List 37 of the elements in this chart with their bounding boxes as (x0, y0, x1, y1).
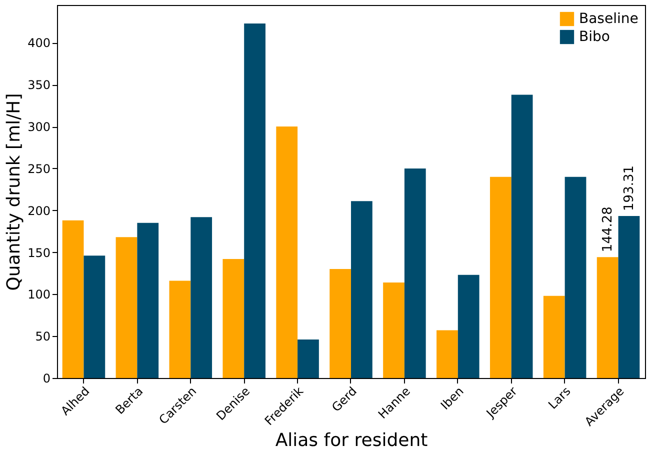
y-tick-label: 150 (28, 246, 50, 260)
x-axis-title: Alias for resident (275, 430, 428, 452)
legend-label: Baseline (579, 11, 638, 27)
y-tick-label: 350 (28, 78, 50, 92)
bar (190, 217, 212, 378)
bar (511, 94, 533, 378)
bar (244, 23, 266, 378)
data-label: 144.28 (600, 206, 616, 252)
bar (351, 201, 372, 378)
bar (137, 222, 159, 378)
bar (169, 280, 191, 378)
y-tick-label: 0 (42, 372, 50, 386)
bar (84, 256, 106, 378)
bar (62, 220, 84, 378)
bar (458, 274, 480, 378)
bar (564, 176, 586, 378)
bar (618, 216, 640, 378)
bar (116, 237, 138, 378)
bar (330, 269, 351, 378)
y-tick-label: 100 (28, 288, 50, 302)
bar (596, 257, 618, 378)
y-tick-label: 400 (28, 36, 50, 50)
bar (383, 282, 404, 378)
bar (222, 258, 244, 378)
y-tick-label: 300 (28, 120, 50, 134)
y-tick-label: 200 (28, 204, 50, 218)
data-label: 193.31 (622, 165, 637, 211)
bar (543, 296, 565, 378)
bar (298, 339, 319, 378)
bar (404, 168, 426, 378)
bar (436, 330, 458, 378)
bar (276, 126, 298, 378)
bar (490, 176, 512, 378)
y-axis-title: Quantity drunk [ml/H] (4, 93, 25, 291)
legend-label: Bibo (579, 29, 610, 45)
y-tick-label: 250 (28, 162, 50, 176)
y-tick-label: 50 (35, 330, 50, 344)
